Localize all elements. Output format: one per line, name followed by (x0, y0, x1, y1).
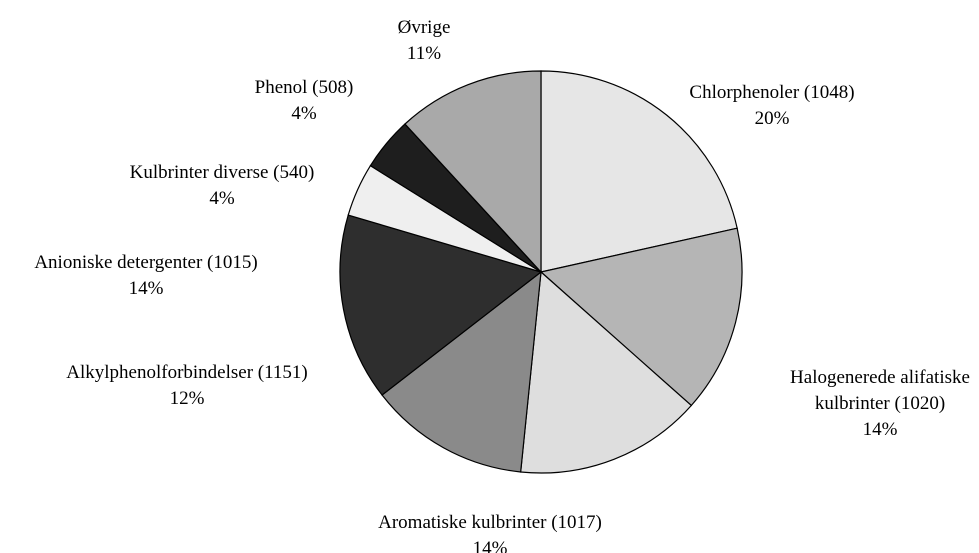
category-label: Anioniske detergenter (1015) (34, 252, 258, 273)
pie-slice (381, 270, 542, 473)
slice-label: Kulbrinter diverse (540) 4% (130, 160, 315, 212)
category-label: Aromatiske kulbrinter (1017) (378, 512, 602, 533)
value-label: 14% (862, 419, 898, 440)
pie-slice (520, 270, 693, 474)
value-label: 11% (406, 43, 442, 64)
category-label: Chlorphenoler (1048) (689, 82, 855, 103)
category-label: Kulbrinter diverse (540) (129, 162, 315, 183)
slice-label: Halogenerede alifatiske kulbrinter (1020… (780, 365, 979, 443)
value-label: 14% (128, 278, 164, 299)
value-label: 4% (291, 103, 317, 124)
slice-label: Aromatiske kulbrinter (1017) 14% (378, 510, 602, 553)
category-label: Alkylphenolforbindelser (1151) (66, 362, 308, 383)
slice-label: Chlorphenoler (1048) 20% (689, 80, 854, 132)
category-label: Halogenerede alifatiske kulbrinter (1020… (790, 367, 970, 414)
slice-label: Alkylphenolforbindelser (1151) 12% (66, 360, 308, 412)
pie-slice (404, 70, 542, 274)
value-label: 14% (472, 538, 508, 553)
value-label: 12% (169, 388, 205, 409)
value-label: 4% (209, 188, 235, 209)
category-label: Phenol (508) (254, 77, 354, 98)
pie-slice (539, 227, 743, 407)
slice-label: Øvrige 11% (398, 15, 451, 67)
category-label: Øvrige (397, 17, 451, 38)
slice-label: Anioniske detergenter (1015) 14% (34, 250, 257, 302)
value-label: 20% (754, 108, 790, 129)
pie-slice (540, 70, 738, 273)
pie-slice (339, 214, 543, 396)
slice-label: Phenol (508) 4% (255, 75, 354, 127)
